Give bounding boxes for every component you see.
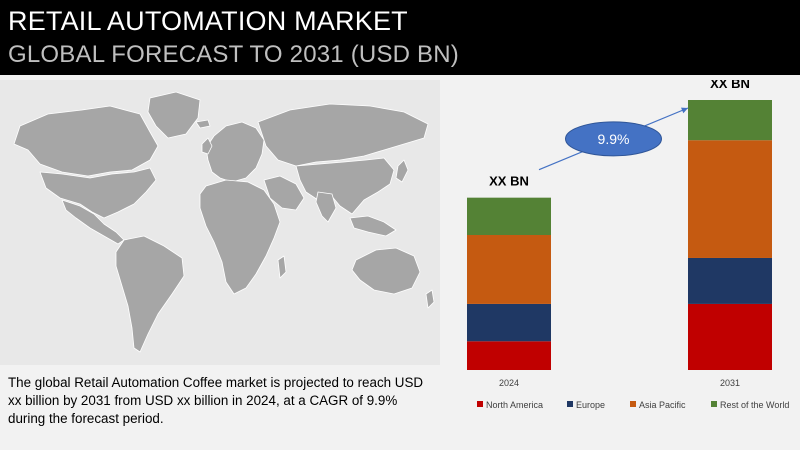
map-region-north-america-north bbox=[13, 105, 159, 177]
map-region-greenland bbox=[147, 91, 201, 139]
map-region-new-zealand bbox=[425, 289, 435, 309]
cagr-bubble bbox=[565, 121, 662, 157]
legend-label: Asia Pacific bbox=[639, 400, 686, 410]
map-region-africa bbox=[199, 179, 281, 295]
legend-swatch bbox=[567, 401, 573, 407]
map-region-madagascar bbox=[277, 255, 287, 279]
legend-label: Europe bbox=[576, 400, 605, 410]
map-panel bbox=[0, 80, 440, 365]
map-region-europe bbox=[205, 121, 265, 183]
legend-swatch bbox=[477, 401, 483, 407]
bar-total-label: XX BN bbox=[710, 80, 750, 91]
cagr-label: 9.9% bbox=[598, 131, 630, 147]
map-region-middle-east bbox=[263, 175, 305, 211]
bar-segment-2024-europe bbox=[467, 303, 551, 342]
map-region-uk bbox=[201, 137, 213, 155]
x-tick-label: 2024 bbox=[499, 378, 519, 388]
bar-segment-2031-europe bbox=[688, 257, 772, 304]
map-region-india bbox=[315, 191, 337, 223]
map-region-australia bbox=[351, 247, 421, 295]
map-region-southeast-asia bbox=[349, 215, 397, 237]
map-region-south-america bbox=[115, 235, 185, 353]
map-region-asia-south bbox=[295, 157, 395, 215]
cagr-arrow-head bbox=[681, 107, 688, 114]
bar-segment-2031-north-america bbox=[688, 303, 772, 370]
world-map-icon bbox=[13, 91, 435, 353]
map-region-iceland bbox=[195, 119, 211, 129]
legend-swatch bbox=[630, 401, 636, 407]
bar-segment-2024-asia-pacific bbox=[467, 235, 551, 304]
x-tick-label: 2031 bbox=[720, 378, 740, 388]
map-region-japan bbox=[395, 159, 409, 183]
legend-swatch bbox=[711, 401, 717, 407]
map-region-central-america bbox=[61, 199, 125, 245]
map-region-north-america-south bbox=[39, 167, 157, 219]
page-title: RETAIL AUTOMATION MARKET bbox=[8, 6, 408, 36]
legend-label: North America bbox=[486, 400, 543, 410]
legend-label: Rest of the World bbox=[720, 400, 789, 410]
bar-segment-2024-rest-of-the-world bbox=[467, 197, 551, 235]
bar-segment-2031-asia-pacific bbox=[688, 140, 772, 258]
map-region-asia-north bbox=[257, 103, 429, 167]
page-subtitle: GLOBAL FORECAST TO 2031 (USD BN) bbox=[8, 41, 459, 68]
market-chart: XX BN 2024 XX BN 2031 9.9% North America Europ… bbox=[467, 80, 789, 410]
header-banner: RETAIL AUTOMATION MARKET GLOBAL FORECAST… bbox=[0, 0, 800, 75]
market-description: The global Retail Automation Coffee mark… bbox=[8, 375, 424, 426]
bar-segment-2031-rest-of-the-world bbox=[688, 100, 772, 141]
bar-total-label: XX BN bbox=[489, 174, 529, 189]
bar-segment-2024-north-america bbox=[467, 341, 551, 370]
